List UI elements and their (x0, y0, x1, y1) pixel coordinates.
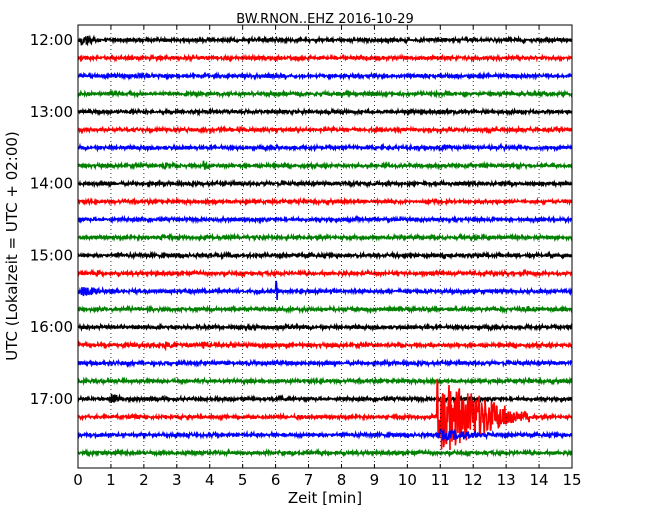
y-tick-label-3: 15:00 (30, 246, 73, 264)
trace-7 (78, 160, 572, 171)
x-tick-label-1: 1 (106, 471, 116, 489)
y-tick-label-0: 12:00 (30, 31, 73, 49)
x-tick-label-4: 4 (205, 471, 215, 489)
trace-13 (78, 268, 572, 279)
trace-11 (78, 232, 572, 243)
x-tick-label-5: 5 (238, 471, 248, 489)
trace-20 (78, 393, 572, 404)
plot-frame (77, 24, 573, 469)
y-tick-label-4: 16:00 (30, 318, 73, 336)
trace-14 (78, 280, 572, 300)
x-tick-label-13: 13 (497, 471, 516, 489)
x-tick-label-10: 10 (398, 471, 417, 489)
trace-23 (78, 447, 572, 458)
x-tick-label-11: 11 (431, 471, 450, 489)
x-tick-label-2: 2 (139, 471, 149, 489)
x-tick-label-0: 0 (73, 471, 83, 489)
trace-0 (78, 34, 572, 47)
x-tick-label-6: 6 (271, 471, 281, 489)
x-axis: 0 1 2 3 4 5 6 7 8 9 10 11 12 13 14 15 (73, 25, 582, 489)
x-axis-label: Zeit [min] (288, 489, 362, 507)
trace-6 (78, 142, 572, 153)
trace-5 (78, 124, 572, 135)
y-axis-label: UTC (Lokalzeit = UTC + 02:00) (3, 131, 21, 361)
y-tick-label-1: 13:00 (30, 103, 73, 121)
y-axis: 12:00 13:00 14:00 15:00 16:00 17:00 (30, 31, 572, 408)
trace-12 (78, 250, 572, 261)
x-tick-label-12: 12 (464, 471, 483, 489)
x-tick-label-9: 9 (370, 471, 380, 489)
x-tick-label-15: 15 (562, 471, 581, 489)
x-tick-label-3: 3 (172, 471, 182, 489)
trace-22 (78, 428, 572, 441)
trace-15 (78, 304, 572, 315)
x-tick-label-14: 14 (530, 471, 549, 489)
y-tick-label-2: 14:00 (30, 175, 73, 193)
trace-8 (78, 178, 572, 189)
trace-17 (78, 340, 572, 352)
x-tick-label-7: 7 (304, 471, 314, 489)
trace-19 (78, 376, 572, 387)
trace-2 (78, 70, 572, 81)
trace-4 (78, 107, 572, 117)
trace-18 (78, 358, 572, 369)
y-tick-label-5: 17:00 (30, 390, 73, 408)
traces-layer (78, 34, 572, 458)
trace-9 (78, 196, 572, 207)
trace-10 (78, 214, 572, 225)
trace-16 (78, 322, 572, 333)
trace-21 (78, 378, 572, 451)
trace-3 (78, 88, 572, 99)
trace-1 (78, 53, 572, 63)
chart-title: BW.RNON..EHZ 2016-10-29 (236, 12, 414, 27)
x-tick-label-8: 8 (337, 471, 347, 489)
